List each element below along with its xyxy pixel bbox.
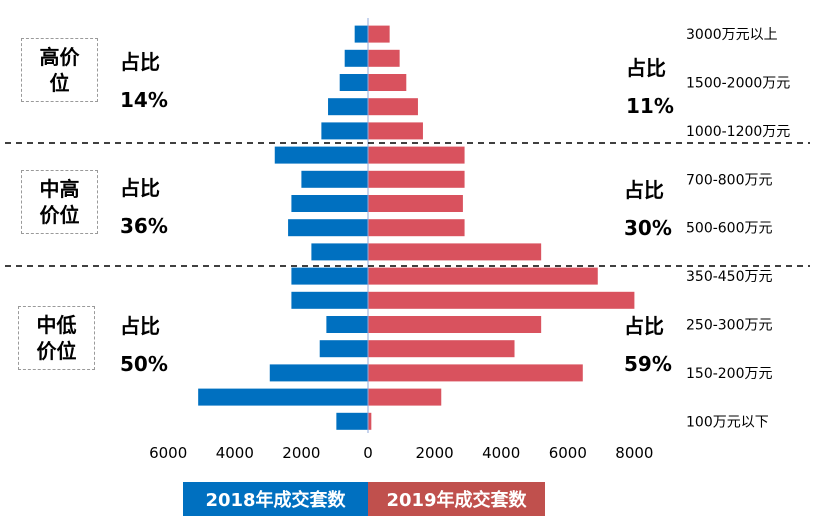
bar-2018-13 (319, 340, 368, 358)
category-label-14: 150-200万元 (686, 366, 773, 382)
category-label-4: 1000-1200万元 (686, 124, 790, 140)
series-2019-bars (368, 25, 635, 430)
bar-2018-7 (291, 195, 368, 212)
share-label: 占比 (120, 314, 160, 338)
bar-2019-3 (368, 98, 418, 116)
tick-right-4000: 4000 (482, 444, 520, 462)
category-labels: 3000万元以上 1500-2000万元 1000-1200万元 700-800万元 5… (686, 27, 790, 430)
bar-2018-8 (288, 219, 368, 237)
share-2018-high: 占比 14% (120, 50, 168, 112)
bar-2018-14 (269, 364, 368, 382)
bar-2019-13 (368, 340, 515, 358)
share-2018-mid-low: 占比 50% (120, 314, 168, 376)
tick-left-6000: 6000 (149, 444, 187, 462)
bar-2018-0 (354, 25, 368, 43)
share-value: 14% (120, 88, 168, 112)
share-label: 占比 (626, 56, 666, 80)
share-value: 11% (626, 94, 674, 118)
bar-2018-12 (326, 316, 368, 333)
bar-2019-15 (368, 388, 442, 406)
bar-2018-6 (301, 170, 368, 188)
share-label: 占比 (624, 314, 664, 338)
tier-box-mid-high: 中高价位 (21, 170, 98, 234)
share-2019-high: 占比 11% (626, 56, 674, 118)
bar-2019-6 (368, 170, 465, 188)
bar-2018-2 (339, 74, 368, 91)
category-label-8: 500-600万元 (686, 221, 773, 237)
tier-box-mid-low: 中低价位 (18, 306, 95, 370)
x-axis-ticks: 6000 4000 2000 0 2000 4000 6000 8000 (149, 444, 653, 462)
bar-2018-16 (336, 412, 368, 430)
bar-2019-7 (368, 195, 463, 212)
share-2018-mid-high: 占比 36% (120, 176, 168, 238)
category-label-10: 350-450万元 (686, 269, 773, 285)
bar-2019-8 (368, 219, 465, 237)
tier-box-high: 高价位 (21, 38, 98, 102)
series-2018-bars (198, 25, 368, 430)
category-label-12: 250-300万元 (686, 318, 773, 334)
share-value: 50% (120, 352, 168, 376)
tick-right-8000: 8000 (615, 444, 653, 462)
share-value: 59% (624, 352, 672, 376)
bar-2018-1 (344, 49, 368, 67)
legend-2019: 2019年成交套数 (368, 482, 545, 516)
bar-2018-4 (321, 122, 368, 140)
bar-2019-4 (368, 122, 423, 140)
bar-2019-5 (368, 146, 465, 164)
bar-2019-10 (368, 267, 598, 285)
share-label: 占比 (120, 176, 160, 200)
tier-label: 高价位 (39, 45, 80, 95)
share-2019-mid-high: 占比 30% (624, 178, 672, 240)
share-label: 占比 (120, 50, 160, 74)
tick-right-0: 0 (363, 444, 373, 462)
tier-label: 中高价位 (39, 177, 80, 227)
legend-label: 2018年成交套数 (205, 490, 346, 511)
bar-2019-16 (368, 412, 372, 430)
bar-2018-3 (328, 98, 368, 116)
bar-2019-9 (368, 243, 542, 261)
bar-2018-11 (291, 291, 368, 309)
bar-2019-0 (368, 25, 390, 43)
tick-right-6000: 6000 (549, 444, 587, 462)
tick-left-2000: 2000 (282, 444, 320, 462)
category-label-2: 1500-2000万元 (686, 76, 790, 92)
bar-2019-14 (368, 364, 583, 382)
bar-2018-5 (274, 146, 368, 164)
bar-2019-1 (368, 49, 400, 67)
tick-left-4000: 4000 (216, 444, 254, 462)
share-2019-mid-low: 占比 59% (624, 314, 672, 376)
tier-label: 中低价位 (36, 313, 77, 363)
bar-2019-12 (368, 316, 542, 333)
bar-2018-15 (198, 388, 368, 406)
share-value: 36% (120, 214, 168, 238)
bar-2019-11 (368, 291, 635, 309)
legend-2018: 2018年成交套数 (183, 482, 368, 516)
legend-label: 2019年成交套数 (386, 490, 527, 511)
share-value: 30% (624, 216, 672, 240)
bar-2019-2 (368, 74, 407, 91)
category-label-6: 700-800万元 (686, 172, 773, 188)
share-label: 占比 (624, 178, 664, 202)
category-label-0: 3000万元以上 (686, 27, 778, 43)
tick-right-2000: 2000 (416, 444, 454, 462)
bar-2018-9 (311, 243, 368, 261)
category-label-16: 100万元以下 (686, 414, 769, 430)
bar-2018-10 (291, 267, 368, 285)
